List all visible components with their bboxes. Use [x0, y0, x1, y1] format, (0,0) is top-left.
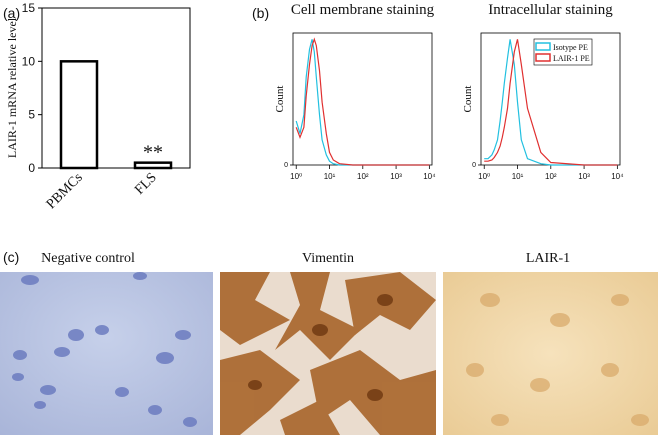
histogram-line	[484, 39, 618, 166]
histogram-line	[484, 39, 618, 166]
y-tick-label: 10	[22, 54, 36, 68]
micrograph	[443, 272, 658, 435]
y-tick-label: 0	[472, 162, 476, 169]
y-tick-label: 5	[28, 108, 35, 122]
histogram-line	[295, 39, 430, 166]
image-title: Negative control	[41, 251, 135, 266]
micrograph	[0, 272, 213, 435]
image-title: Vimentin	[302, 251, 354, 266]
image-title: LAIR-1	[526, 251, 570, 266]
legend-label: Isotype PE	[553, 43, 588, 52]
x-tick-label: PBMCs	[44, 170, 86, 212]
x-tick-label: 10²	[545, 172, 557, 181]
y-tick-label: 0	[28, 161, 35, 175]
micrograph	[220, 272, 436, 435]
y-tick-label: 0	[284, 162, 288, 169]
chart-title: Intracellular staining	[488, 2, 613, 18]
histogram-line	[295, 37, 430, 166]
panel-label: (b)	[252, 5, 269, 21]
x-tick-label: 10⁰	[478, 172, 490, 181]
axes-frame	[41, 7, 191, 169]
x-tick-label: 10¹	[512, 172, 524, 181]
chart-title: Cell membrane staining	[291, 2, 435, 18]
x-tick-label: 10⁴	[611, 172, 624, 181]
annotation: **	[143, 142, 163, 164]
x-tick-label: FLS	[132, 170, 160, 198]
x-tick-label: 10²	[357, 172, 369, 181]
legend-swatch	[535, 42, 551, 51]
y-axis-label: Count	[274, 86, 286, 113]
bar	[59, 60, 99, 170]
legend-swatch	[535, 53, 551, 62]
bar	[133, 161, 173, 170]
legend-label: LAIR-1 PE	[553, 54, 590, 63]
y-axis-label: Count	[462, 86, 474, 113]
x-tick-label: 10⁴	[423, 172, 436, 181]
panel-label: (a)	[3, 5, 20, 21]
panel-label: (c)	[3, 249, 19, 265]
y-tick-label: 15	[22, 1, 36, 15]
x-tick-label: 10³	[390, 172, 402, 181]
x-tick-label: 10¹	[324, 172, 336, 181]
x-tick-label: 10³	[578, 172, 590, 181]
x-tick-label: 10⁰	[290, 172, 302, 181]
y-axis-label: LAIR-1 mRNA relative level	[5, 17, 19, 158]
